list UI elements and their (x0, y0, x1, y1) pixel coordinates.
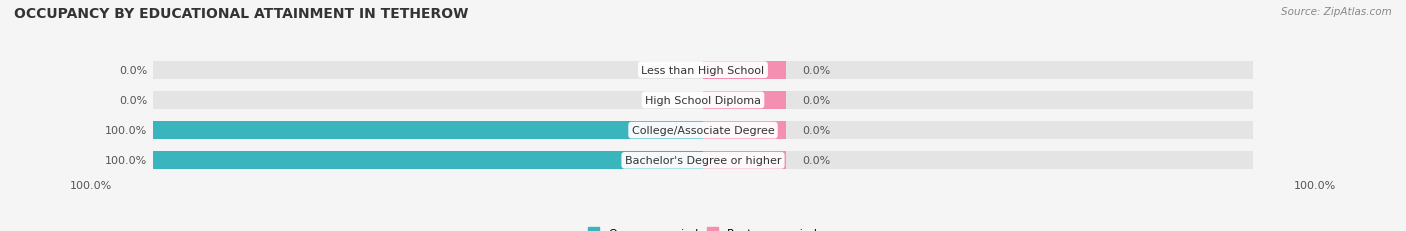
Text: Bachelor's Degree or higher: Bachelor's Degree or higher (624, 156, 782, 166)
Bar (703, 122, 1253, 140)
Bar (153, 152, 703, 170)
Text: Less than High School: Less than High School (641, 65, 765, 75)
Text: 100.0%: 100.0% (105, 156, 148, 166)
Text: 100.0%: 100.0% (70, 180, 112, 190)
Text: Source: ZipAtlas.com: Source: ZipAtlas.com (1281, 7, 1392, 17)
Bar (703, 61, 1253, 79)
Bar (703, 91, 1253, 109)
Text: 0.0%: 0.0% (801, 95, 831, 105)
Text: 100.0%: 100.0% (105, 126, 148, 136)
Bar (153, 91, 703, 109)
Text: 0.0%: 0.0% (120, 65, 148, 75)
Text: College/Associate Degree: College/Associate Degree (631, 126, 775, 136)
Bar (703, 152, 1253, 170)
Text: High School Diploma: High School Diploma (645, 95, 761, 105)
Text: 0.0%: 0.0% (801, 126, 831, 136)
Bar (153, 61, 703, 79)
Text: OCCUPANCY BY EDUCATIONAL ATTAINMENT IN TETHEROW: OCCUPANCY BY EDUCATIONAL ATTAINMENT IN T… (14, 7, 468, 21)
Bar (703, 152, 786, 170)
Text: 0.0%: 0.0% (801, 65, 831, 75)
Bar (153, 152, 703, 170)
Text: 0.0%: 0.0% (120, 95, 148, 105)
Text: 0.0%: 0.0% (801, 156, 831, 166)
Bar (703, 91, 786, 109)
Bar (153, 122, 703, 140)
Text: 100.0%: 100.0% (1294, 180, 1336, 190)
Bar (703, 122, 786, 140)
Bar (153, 122, 703, 140)
Bar (703, 61, 786, 79)
Legend: Owner-occupied, Renter-occupied: Owner-occupied, Renter-occupied (583, 223, 823, 231)
